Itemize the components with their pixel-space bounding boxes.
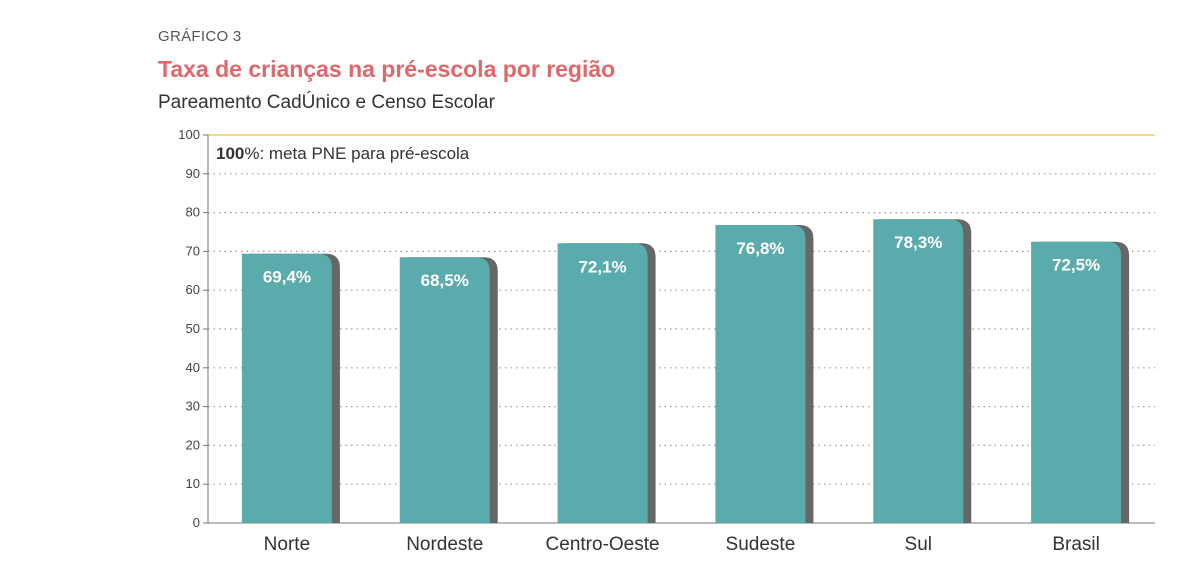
- y-tick-label: 30: [186, 399, 200, 414]
- x-category-label: Norte: [264, 534, 310, 555]
- bar-value-label: 72,1%: [578, 257, 626, 276]
- bar-value-label: 72,5%: [1052, 256, 1100, 275]
- bar: [399, 257, 490, 523]
- x-category-label: Nordeste: [406, 534, 483, 555]
- bar: [241, 253, 332, 523]
- bar-sudeste: 76,8%: [715, 225, 814, 524]
- y-tick-label: 80: [186, 205, 200, 220]
- bar: [1031, 241, 1122, 523]
- x-category-label: Sudeste: [726, 534, 796, 555]
- bar-sul: 78,3%: [873, 219, 972, 524]
- x-category-label: Sul: [905, 534, 932, 555]
- bar-nordeste: 68,5%: [399, 257, 498, 523]
- bar-norte: 69,4%: [241, 253, 340, 523]
- y-tick-label: 50: [186, 321, 200, 336]
- bar-value-label: 69,4%: [263, 268, 311, 287]
- x-axis-labels: Norte Nordeste Centro-Oeste Sudeste Sul Brasi…: [264, 534, 1100, 555]
- bar: [873, 219, 964, 524]
- y-tick-label: 0: [193, 515, 200, 530]
- y-tick-label: 70: [186, 243, 200, 258]
- y-tick-label: 10: [186, 476, 200, 491]
- chart-subtitle: Pareamento CadÚnico e Censo Escolar: [158, 92, 495, 113]
- target-annotation-text: %: meta PNE para pré-escola: [244, 144, 469, 163]
- bars: 69,4% 68,5% 72,1% 76,8% 78,3% 72,5%: [241, 219, 1130, 524]
- bar-value-label: 78,3%: [894, 233, 942, 252]
- bar-value-label: 68,5%: [421, 271, 469, 290]
- chart-title: Taxa de crianças na pré-escola por regiã…: [158, 56, 616, 82]
- y-axis-ticks: 0 10 20 30 40 50 60 70 80 90 100: [178, 127, 208, 530]
- y-tick-label: 90: [186, 166, 200, 181]
- bar-centro-oeste: 72,1%: [557, 243, 656, 523]
- y-tick-label: 20: [186, 437, 200, 452]
- x-category-label: Brasil: [1052, 534, 1100, 555]
- bar: [557, 243, 648, 523]
- y-tick-label: 60: [186, 282, 200, 297]
- y-tick-label: 100: [178, 127, 200, 142]
- bar: [715, 225, 806, 524]
- target-annotation-value: 100: [216, 144, 244, 163]
- chart-label: GRÁFICO 3: [158, 28, 242, 45]
- x-category-label: Centro-Oeste: [546, 534, 660, 555]
- grid-lines: [208, 134, 1155, 485]
- y-tick-label: 40: [186, 360, 200, 375]
- target-annotation: 100%: meta PNE para pré-escola: [216, 144, 470, 163]
- bar-brasil: 72,5%: [1031, 241, 1130, 523]
- bar-value-label: 76,8%: [736, 239, 784, 258]
